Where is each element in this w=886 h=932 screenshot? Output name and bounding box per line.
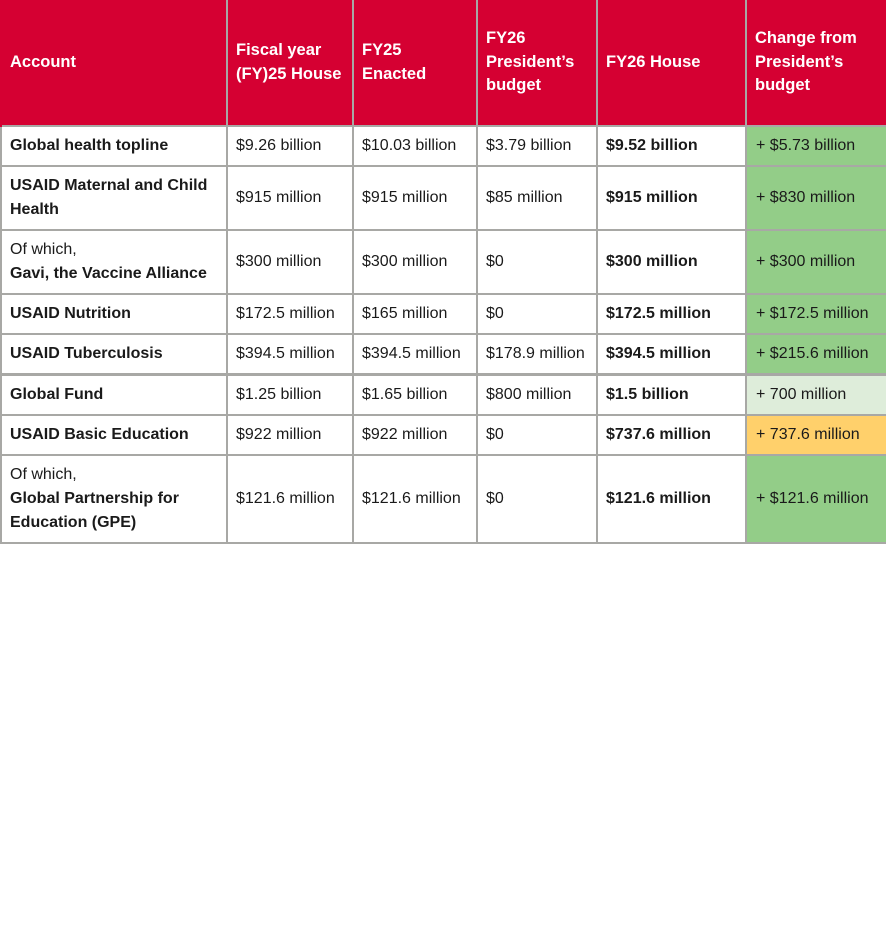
- table-row: USAID Basic Education $922 million $922 mi…: [0, 414, 886, 456]
- cell-account: Global health topline: [0, 125, 228, 167]
- cell-fy26-house: $172.5 million: [596, 293, 747, 335]
- cell-fy25-enacted: $10.03 billion: [352, 125, 478, 167]
- table-row: Global Fund $1.25 billion $1.65 billion $80…: [0, 373, 886, 416]
- cell-fy25-house: $915 million: [226, 165, 354, 231]
- table-row: Global health topline $9.26 billion $10.03…: [0, 125, 886, 167]
- cell-fy25-house: $121.6 million: [226, 454, 354, 544]
- cell-fy25-enacted: $300 million: [352, 229, 478, 295]
- header-row: Account Fiscal year (FY)25 House FY25 En…: [0, 0, 886, 126]
- cell-fy26-presidents-budget: $0: [476, 454, 598, 544]
- table-row: USAID Nutrition $172.5 million $165 millio…: [0, 293, 886, 335]
- cell-fy25-enacted: $922 million: [352, 414, 478, 456]
- cell-account: Of which, Gavi, the Vaccine Alliance: [0, 229, 228, 295]
- cell-fy26-house: $915 million: [596, 165, 747, 231]
- cell-fy25-enacted: $1.65 billion: [352, 373, 478, 416]
- cell-fy26-presidents-budget: $0: [476, 293, 598, 335]
- cell-change-from-presidents-budget: + $215.6 million: [745, 333, 886, 376]
- cell-change-from-presidents-budget: + 737.6 million: [745, 414, 886, 456]
- table-row: USAID Tuberculosis $394.5 million $394.5 m…: [0, 333, 886, 376]
- cell-fy26-presidents-budget: $178.9 million: [476, 333, 598, 376]
- cell-fy26-presidents-budget: $85 million: [476, 165, 598, 231]
- cell-fy26-house: $300 million: [596, 229, 747, 295]
- cell-fy25-house: $172.5 million: [226, 293, 354, 335]
- budget-comparison-table: Account Fiscal year (FY)25 House FY25 En…: [0, 0, 886, 544]
- table-body: Global health topline $9.26 billion $10.03…: [0, 125, 886, 544]
- table-row: Of which, Gavi, the Vaccine Alliance $300 …: [0, 229, 886, 295]
- column-header-fy26-presidents-budget: FY26 President’s budget: [477, 0, 598, 126]
- cell-account: USAID Maternal and Child Health: [0, 165, 228, 231]
- cell-fy25-enacted: $165 million: [352, 293, 478, 335]
- account-name: Gavi, the Vaccine Alliance: [10, 265, 207, 282]
- column-header-account: Account: [0, 0, 228, 126]
- cell-fy26-house: $737.6 million: [596, 414, 747, 456]
- cell-fy25-enacted: $915 million: [352, 165, 478, 231]
- cell-change-from-presidents-budget: + $172.5 million: [745, 293, 886, 335]
- cell-fy25-house: $922 million: [226, 414, 354, 456]
- of-which-prefix: Of which,: [10, 241, 77, 258]
- cell-account: Global Fund: [0, 373, 228, 416]
- cell-fy25-house: $394.5 million: [226, 333, 354, 376]
- cell-change-from-presidents-budget: + $5.73 billion: [745, 125, 886, 167]
- column-header-change-from-presidents-budget: Change from President’s budget: [746, 0, 886, 126]
- column-header-fy25-house: Fiscal year (FY)25 House: [227, 0, 354, 126]
- cell-fy26-presidents-budget: $0: [476, 414, 598, 456]
- cell-fy26-house: $121.6 million: [596, 454, 747, 544]
- cell-fy26-house: $9.52 billion: [596, 125, 747, 167]
- cell-fy25-enacted: $394.5 million: [352, 333, 478, 376]
- cell-account: Of which, Global Partnership for Educatio…: [0, 454, 228, 544]
- account-name: Global Partnership for Education (GPE): [10, 490, 179, 531]
- cell-fy26-presidents-budget: $0: [476, 229, 598, 295]
- table-row: Of which, Global Partnership for Educatio…: [0, 454, 886, 544]
- cell-change-from-presidents-budget: + $300 million: [745, 229, 886, 295]
- cell-change-from-presidents-budget: + $121.6 million: [745, 454, 886, 544]
- table-row: USAID Maternal and Child Health $915 mill…: [0, 165, 886, 231]
- cell-account: USAID Basic Education: [0, 414, 228, 456]
- cell-account: USAID Tuberculosis: [0, 333, 228, 376]
- cell-fy25-house: $300 million: [226, 229, 354, 295]
- cell-fy25-house: $1.25 billion: [226, 373, 354, 416]
- cell-fy26-house: $394.5 million: [596, 333, 747, 376]
- cell-fy25-house: $9.26 billion: [226, 125, 354, 167]
- cell-fy26-presidents-budget: $3.79 billion: [476, 125, 598, 167]
- cell-fy26-house: $1.5 billion: [596, 373, 747, 416]
- cell-fy25-enacted: $121.6 million: [352, 454, 478, 544]
- cell-change-from-presidents-budget: + 700 million: [745, 373, 886, 416]
- table-header: Account Fiscal year (FY)25 House FY25 En…: [0, 0, 886, 126]
- column-header-fy25-enacted: FY25 Enacted: [353, 0, 478, 126]
- cell-account: USAID Nutrition: [0, 293, 228, 335]
- cell-fy26-presidents-budget: $800 million: [476, 373, 598, 416]
- of-which-prefix: Of which,: [10, 466, 77, 483]
- cell-change-from-presidents-budget: + $830 million: [745, 165, 886, 231]
- column-header-fy26-house: FY26 House: [597, 0, 747, 126]
